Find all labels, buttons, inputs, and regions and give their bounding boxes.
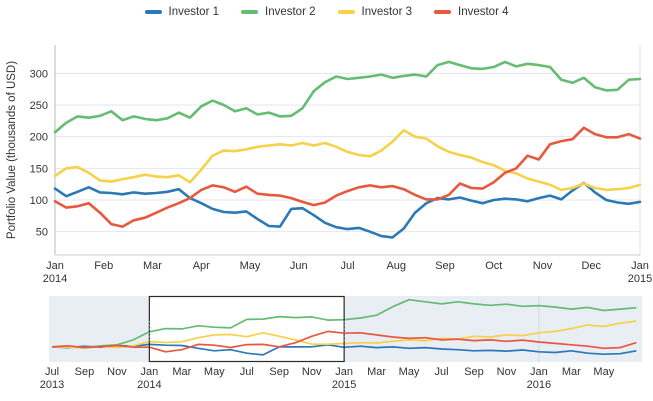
x-tick-label: Apr bbox=[193, 260, 210, 272]
legend-item-investor-2[interactable]: Investor 2 bbox=[241, 6, 316, 18]
context-panel[interactable] bbox=[49, 296, 642, 362]
y-tick-label: 50 bbox=[36, 227, 48, 239]
legend-item-investor-4[interactable]: Investor 4 bbox=[434, 6, 509, 18]
legend-swatch-investor-2 bbox=[241, 10, 258, 14]
y-axis-title: Portfolio Value (thousands of USD) bbox=[6, 61, 18, 239]
y-tick-label: 250 bbox=[30, 100, 48, 112]
context-x-tick-label: Nov bbox=[107, 366, 127, 378]
context-x-tick-year-label: 2016 bbox=[527, 379, 551, 391]
x-tick-label: Jan bbox=[46, 260, 64, 272]
y-tick-label: 150 bbox=[30, 163, 48, 175]
legend-swatch-investor-3 bbox=[337, 10, 355, 14]
legend-label-investor-1: Investor 1 bbox=[168, 6, 220, 18]
series-line-investor-2 bbox=[53, 60, 642, 134]
x-tick-label: Jun bbox=[290, 260, 308, 272]
x-tick-label: Jan bbox=[631, 260, 649, 272]
context-x-tick-label: May bbox=[399, 366, 420, 378]
legend-item-investor-1[interactable]: Investor 1 bbox=[144, 6, 220, 18]
context-x-tick-label: May bbox=[204, 366, 225, 378]
context-x-tick-label: Mar bbox=[367, 366, 386, 378]
x-tick-label: May bbox=[240, 260, 261, 272]
context-x-tick-label: Jan bbox=[530, 366, 548, 378]
x-tick-label: Sep bbox=[435, 260, 455, 272]
legend-label-investor-3: Investor 3 bbox=[361, 6, 413, 18]
x-tick-year-label: 2014 bbox=[43, 273, 67, 285]
context-x-tick-label: Sep bbox=[464, 366, 484, 378]
legend-label-investor-4: Investor 4 bbox=[458, 6, 509, 18]
context-x-tick-label: Sep bbox=[75, 366, 95, 378]
series-line-investor-1 bbox=[53, 181, 642, 239]
context-x-tick-year-label: 2014 bbox=[137, 379, 161, 391]
x-tick-year-label: 2015 bbox=[628, 273, 652, 285]
context-x-tick-label: Jul bbox=[434, 366, 448, 378]
x-tick-label: Feb bbox=[94, 260, 113, 272]
context-x-tick-label: May bbox=[593, 366, 614, 378]
x-tick-label: Dec bbox=[581, 260, 601, 272]
context-x-tick-label: Jan bbox=[141, 366, 159, 378]
context-x-tick-label: Mar bbox=[172, 366, 191, 378]
series-line-investor-3 bbox=[53, 129, 642, 192]
x-tick-label: Jul bbox=[340, 260, 354, 272]
x-tick-label: Aug bbox=[386, 260, 406, 272]
main-plot-area[interactable] bbox=[55, 45, 640, 255]
x-tick-label: Oct bbox=[485, 260, 502, 272]
y-tick-label: 200 bbox=[30, 132, 48, 144]
context-x-tick-label: Nov bbox=[497, 366, 517, 378]
context-x-tick-label: Jul bbox=[240, 366, 254, 378]
context-x-tick-year-label: 2015 bbox=[332, 379, 356, 391]
context-x-tick-year-label: 2013 bbox=[40, 379, 64, 391]
context-x-tick-label: Sep bbox=[269, 366, 289, 378]
context-x-tick-label: Jan bbox=[335, 366, 353, 378]
y-tick-label: 100 bbox=[30, 195, 48, 207]
legend-label-investor-2: Investor 2 bbox=[265, 6, 316, 18]
legend-swatch-investor-1 bbox=[144, 10, 162, 14]
y-tick-label: 300 bbox=[30, 68, 48, 80]
context-x-tick-label: Nov bbox=[302, 366, 322, 378]
x-tick-label: Mar bbox=[143, 260, 162, 272]
series-line-investor-4 bbox=[53, 126, 642, 228]
legend-swatch-investor-4 bbox=[434, 10, 451, 14]
context-x-tick-label: Mar bbox=[562, 366, 581, 378]
legend-item-investor-3[interactable]: Investor 3 bbox=[337, 6, 413, 18]
legend: Investor 1 Investor 2 Investor 3 Investo… bbox=[0, 6, 653, 18]
context-x-tick-label: Jul bbox=[45, 366, 59, 378]
x-tick-label: Nov bbox=[533, 260, 553, 272]
